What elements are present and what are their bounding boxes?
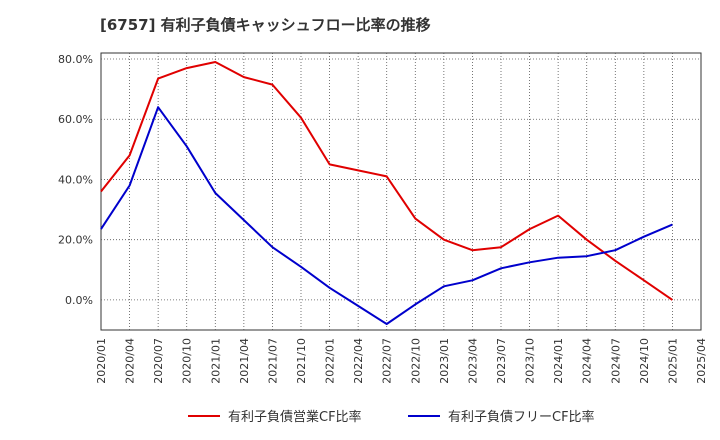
y-tick-label: 80.0% [58, 53, 93, 66]
chart-title: [6757] 有利子負債キャッシュフロー比率の推移 [100, 16, 431, 34]
y-tick-label: 60.0% [58, 113, 93, 126]
series-line-2 [100, 106, 673, 325]
x-tick-label: 2022/07 [381, 338, 394, 384]
x-tick-label: 2020/10 [181, 338, 194, 384]
x-tick-label: 2023/01 [438, 338, 451, 384]
x-tick-label: 2021/10 [295, 338, 308, 384]
x-tick-label: 2020/01 [95, 338, 108, 384]
x-tick-label: 2024/10 [638, 338, 651, 384]
x-tick-label: 2024/07 [609, 338, 622, 384]
y-tick-label: 0.0% [65, 294, 93, 307]
y-tick-label: 20.0% [58, 234, 93, 247]
x-tick-label: 2020/07 [152, 338, 165, 384]
x-tick-label: 2024/01 [552, 338, 565, 384]
x-tick-label: 2024/04 [581, 338, 594, 384]
x-tick-label: 2021/07 [266, 338, 279, 384]
x-tick-label: 2022/10 [409, 338, 422, 384]
x-tick-label: 2021/04 [238, 338, 251, 384]
plot-area [100, 52, 702, 331]
x-tick-label: 2023/10 [524, 338, 537, 384]
x-tick-label: 2022/01 [324, 338, 337, 384]
x-tick-label: 2023/04 [466, 338, 479, 384]
x-tick-label: 2022/04 [352, 338, 365, 384]
legend-label: 有利子負債フリーCF比率 [448, 409, 595, 425]
x-tick-label: 2025/04 [695, 338, 708, 384]
legend-label: 有利子負債営業CF比率 [228, 409, 362, 425]
x-tick-label: 2020/04 [124, 338, 137, 384]
x-tick-label: 2025/01 [666, 338, 679, 384]
y-tick-label: 40.0% [58, 173, 93, 186]
series-line-1 [100, 61, 673, 301]
x-tick-label: 2021/01 [209, 338, 222, 384]
x-tick-label: 2023/07 [495, 338, 508, 384]
